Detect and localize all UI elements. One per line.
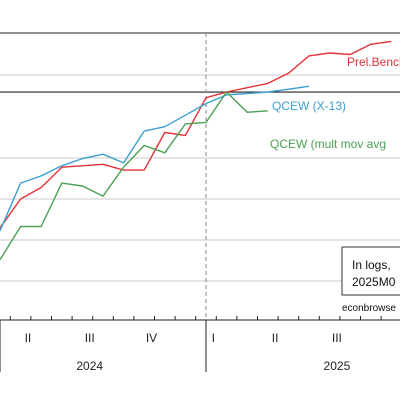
series-line-2 [0, 85, 310, 232]
quarter-tick-label-4: I [212, 331, 215, 345]
quarter-tick-label-3: IV [146, 331, 157, 345]
note-box: In logs, 2025M0 econbrowse [341, 246, 400, 314]
series-labels: Prel.Benchmark QCEW (X-13) QCEW (mult mov … [270, 55, 400, 151]
quarter-tick-label-5: II [272, 331, 279, 345]
series-lines [0, 40, 392, 261]
series-label-1: Prel.Benchmark [347, 55, 400, 69]
year-label-2: 2025 [324, 359, 351, 373]
series-line-1 [0, 40, 392, 229]
gridlines [0, 74, 400, 282]
credit-text: econbrowse [342, 303, 396, 314]
quarter-tick-label-6: III [332, 331, 342, 345]
series-line-3 [0, 91, 268, 261]
series-label-3: QCEW (mult mov avg [270, 137, 386, 151]
series-label-2: QCEW (X-13) [272, 99, 346, 113]
quarter-tick-label-2: III [85, 331, 95, 345]
note-line-1: In logs, [352, 258, 391, 272]
note-box-border [341, 246, 400, 296]
year-label-1: 2024 [76, 359, 103, 373]
note-line-2: 2025M0 [352, 275, 396, 289]
quarter-tick-label-1: II [25, 331, 32, 345]
